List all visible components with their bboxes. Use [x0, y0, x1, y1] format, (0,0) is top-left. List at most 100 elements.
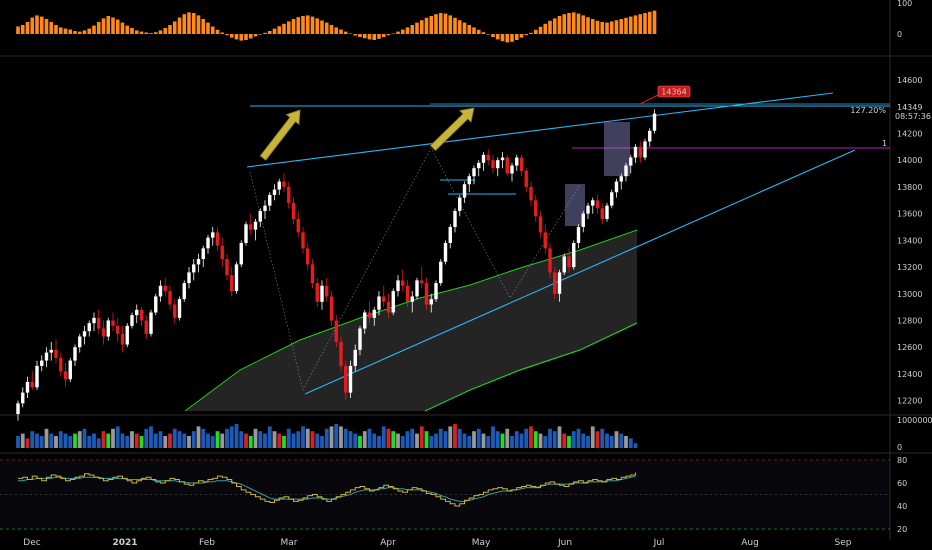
volume-bar: [25, 438, 30, 448]
x-axis-label: Feb: [199, 538, 215, 548]
candle-body: [30, 381, 34, 388]
volume-bar: [253, 428, 258, 448]
candle-body: [139, 309, 144, 321]
volume-bar: [429, 436, 434, 448]
price-tick-label: 13400: [897, 236, 922, 245]
candle-body: [272, 189, 277, 195]
volume-bar: [258, 431, 263, 448]
ma-band-upper: [184, 229, 638, 412]
volume-bar: [191, 431, 196, 448]
target-label-text: 14364: [661, 88, 686, 97]
histogram-bar: [467, 25, 472, 34]
candle-body: [63, 371, 68, 380]
volume-bar: [87, 436, 92, 448]
arrow-2-shape: [429, 107, 475, 152]
candle-body: [363, 312, 367, 329]
histogram-bar: [54, 25, 58, 34]
rsi-tick-label: 80: [897, 456, 907, 465]
candle-body: [496, 160, 500, 169]
arrow-1: [259, 109, 301, 161]
volume-bar: [206, 433, 210, 448]
histogram-bar: [562, 14, 567, 34]
histogram-bar: [647, 11, 652, 35]
candle-body: [386, 301, 391, 313]
current-price-label: 14349: [897, 103, 922, 112]
candle-body: [215, 232, 220, 246]
volume-bar: [500, 433, 505, 448]
candle-body: [410, 296, 414, 302]
histogram-bar: [533, 29, 538, 34]
candle-body: [196, 259, 201, 265]
volume-bar: [244, 433, 248, 448]
volume-bar: [196, 426, 201, 448]
histogram-bar: [82, 30, 87, 34]
candle-body: [339, 341, 343, 366]
x-axis-label: 2021: [112, 538, 137, 548]
price-box-bg: [891, 103, 932, 122]
histogram-bar: [201, 19, 206, 34]
candle-body: [125, 325, 129, 345]
histogram-bar: [30, 17, 35, 34]
volume-bar: [576, 428, 581, 448]
histogram-bar: [225, 34, 229, 36]
target-label-pointer: [639, 93, 661, 105]
candle-body: [557, 272, 562, 294]
candle-body: [377, 296, 381, 310]
histogram-bar: [191, 13, 196, 34]
volume-bar: [144, 428, 149, 448]
volume-bar: [115, 426, 120, 448]
histogram-bar: [652, 10, 657, 34]
candle-body: [101, 328, 106, 337]
volume-bar: [476, 428, 481, 448]
candle-body: [130, 315, 134, 326]
candle-body: [315, 283, 319, 302]
histogram-bar: [149, 33, 153, 34]
volume-bar: [168, 433, 172, 448]
x-axis-label: Dec: [23, 538, 40, 548]
candle-body: [538, 216, 543, 233]
volume-bar: [182, 433, 187, 448]
volume-bar: [20, 433, 25, 448]
volume-bar: [481, 433, 486, 448]
volume-bar: [282, 436, 286, 448]
histogram-bar: [139, 31, 144, 34]
candle-body: [534, 200, 538, 217]
volume-bar: [172, 428, 177, 448]
candle-body: [249, 224, 253, 230]
candle-body: [486, 154, 490, 161]
histogram-bar: [605, 22, 609, 34]
volume-bar: [225, 428, 229, 448]
volume-bar: [362, 431, 367, 448]
histogram-bar: [168, 25, 172, 34]
histogram-bar: [491, 34, 495, 37]
volume-bar: [215, 431, 220, 448]
histogram-bar: [595, 20, 600, 34]
histogram-bar: [424, 17, 429, 34]
x-axis-label: Sep: [835, 538, 852, 548]
candles-group: [16, 109, 657, 421]
volume-bar: [628, 438, 633, 448]
volume-bar: [353, 433, 358, 448]
candle-body: [576, 226, 581, 244]
volume-bar: [633, 443, 638, 448]
candle-body: [472, 168, 476, 177]
price-tick-label: 14200: [897, 129, 922, 138]
histogram-bar: [20, 25, 25, 34]
histogram-bar: [234, 34, 239, 40]
histogram-bar: [624, 17, 628, 34]
histogram-bar: [215, 29, 220, 34]
volume-bar: [16, 436, 20, 448]
histogram-bar: [548, 20, 552, 34]
candle-body: [553, 272, 557, 294]
volume-bar: [590, 426, 595, 448]
candle-body: [21, 392, 25, 404]
volume-bar: [35, 433, 39, 448]
histogram-bar: [405, 27, 410, 34]
candle-body: [73, 347, 77, 361]
price-tick-label: 13600: [897, 210, 922, 219]
candle-body: [225, 259, 229, 276]
volume-bar: [581, 433, 586, 448]
histogram-bar: [476, 29, 481, 34]
volume-bar: [134, 433, 139, 448]
